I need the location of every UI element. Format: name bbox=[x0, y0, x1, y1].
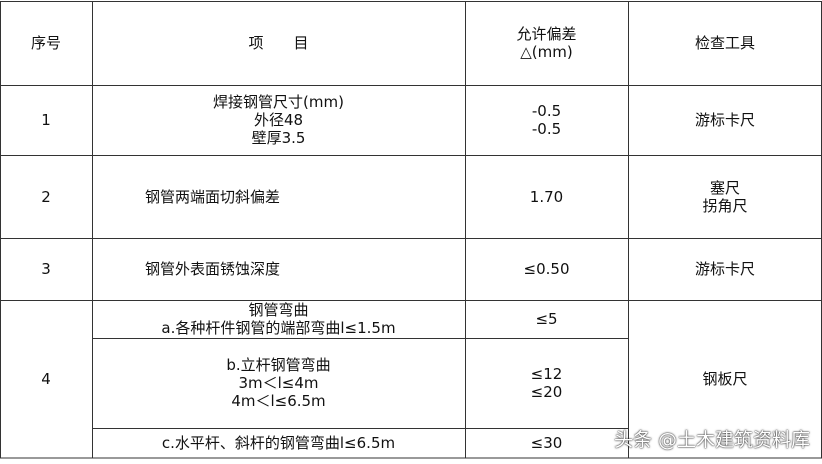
cell-text: -0.5 bbox=[531, 102, 562, 120]
tool-cell: 塞尺 拐角尺 bbox=[628, 155, 822, 238]
cell-text: -0.5 bbox=[531, 120, 562, 138]
cell-text: 1.70 bbox=[529, 187, 564, 206]
cell-text: 焊接钢管尺寸(mm) bbox=[213, 93, 344, 111]
cell-text: b.立杆钢管弯曲 bbox=[226, 356, 331, 374]
cell-text: 允许偏差 bbox=[516, 24, 577, 43]
cell-text: 游标卡尺 bbox=[694, 111, 755, 129]
cell-text: 3m＜l≤4m bbox=[238, 374, 319, 392]
tool-cell: 游标卡尺 bbox=[628, 238, 822, 300]
cell-text: 拐角尺 bbox=[702, 196, 748, 215]
cell-text: 检查工具 bbox=[694, 33, 755, 52]
index-cell: 1 bbox=[0, 85, 92, 155]
cell-text: a.各种杆件钢管的端部弯曲l≤1.5m bbox=[161, 319, 396, 337]
cell-text: 1 bbox=[41, 111, 51, 129]
item-cell: 钢管外表面锈蚀深度 bbox=[92, 238, 465, 300]
header-cell: 允许偏差 △(mm) bbox=[465, 0, 628, 85]
tool-cell: 游标卡尺 bbox=[628, 85, 822, 155]
watermark: 头条 @土木建筑资料库 bbox=[613, 429, 810, 451]
tolerance-cell: ≤5 bbox=[465, 300, 628, 338]
header-cell: 项 目 bbox=[92, 0, 465, 85]
cell-text: c.水平杆、斜杆的钢管弯曲l≤6.5m bbox=[161, 434, 396, 452]
cell-text: 钢管外表面锈蚀深度 bbox=[145, 260, 281, 278]
item-cell: 钢管两端面切斜偏差 bbox=[92, 155, 465, 238]
tolerance-cell: ≤0.50 bbox=[465, 238, 628, 300]
tolerance-cell: -0.5 -0.5 bbox=[465, 85, 628, 155]
cell-text: 项 目 bbox=[248, 33, 309, 52]
tolerance-cell: ≤30 bbox=[465, 428, 628, 458]
tolerance-cell: ≤12 ≤20 bbox=[465, 338, 628, 428]
item-cell: c.水平杆、斜杆的钢管弯曲l≤6.5m bbox=[92, 428, 465, 458]
cell-text: 壁厚3.5 bbox=[251, 129, 306, 147]
cell-text: 3 bbox=[41, 260, 51, 278]
tolerance-cell: 1.70 bbox=[465, 155, 628, 238]
cell-text: 4 bbox=[41, 370, 51, 388]
tool-cell: 钢板尺 bbox=[628, 300, 822, 458]
cell-text: 序号 bbox=[30, 33, 61, 52]
cell-text: 塞尺 bbox=[709, 178, 740, 197]
cell-text: ≤20 bbox=[530, 383, 563, 401]
cell-text: △(mm) bbox=[520, 42, 573, 61]
cell-text: ≤5 bbox=[535, 310, 558, 328]
cell-text: 钢板尺 bbox=[702, 370, 748, 388]
cell-text: 游标卡尺 bbox=[694, 260, 755, 278]
cell-text: 2 bbox=[41, 187, 51, 206]
cell-text: 外径48 bbox=[253, 111, 304, 129]
item-cell: b.立杆钢管弯曲 3m＜l≤4m 4m＜l≤6.5m bbox=[92, 338, 465, 428]
cell-text: ≤12 bbox=[530, 365, 563, 383]
index-cell: 2 bbox=[0, 155, 92, 238]
header-cell: 序号 bbox=[0, 0, 92, 85]
index-cell: 4 bbox=[0, 300, 92, 458]
item-cell: 钢管弯曲 a.各种杆件钢管的端部弯曲l≤1.5m bbox=[92, 300, 465, 338]
cell-text: 4m＜l≤6.5m bbox=[231, 392, 326, 410]
item-cell: 焊接钢管尺寸(mm) 外径48 壁厚3.5 bbox=[92, 85, 465, 155]
cell-text: 钢管两端面切斜偏差 bbox=[145, 187, 281, 206]
header-cell: 检查工具 bbox=[628, 0, 822, 85]
index-cell: 3 bbox=[0, 238, 92, 300]
cell-text: 钢管弯曲 bbox=[248, 301, 309, 319]
cell-text: ≤30 bbox=[530, 434, 563, 452]
cell-text: ≤0.50 bbox=[523, 260, 570, 278]
